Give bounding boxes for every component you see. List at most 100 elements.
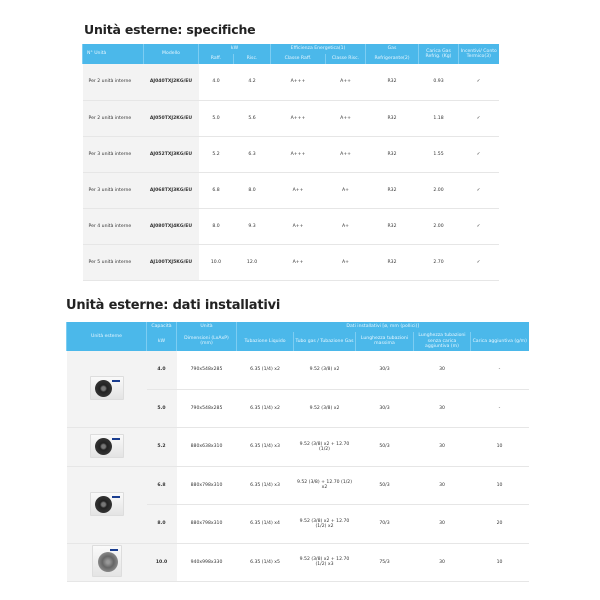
unit-count: Per 3 unità interne	[82, 136, 144, 173]
outdoor-unit-fan-icon	[89, 491, 124, 516]
header-efficiency: Efficienza Energetica(1)	[270, 44, 366, 54]
table-row: 6.8 880x798x310 6.35 (1/4) x3 9.52 (3/8) + …	[66, 466, 529, 544]
additional-charge: 10	[470, 466, 529, 505]
gas-charge: 2.00	[418, 172, 459, 209]
unit-count: Per 2 unità interne	[82, 100, 144, 137]
eff-heat: A+	[325, 244, 366, 281]
kw-heat: 12.0	[233, 244, 271, 281]
eff-cool: A+++	[270, 136, 326, 173]
header-model: Modello	[143, 44, 199, 64]
max-length: 50/3	[355, 427, 414, 467]
header-additional-charge: Carica aggiuntiva (g/m)	[470, 332, 529, 351]
gas-charge: 1.18	[418, 100, 459, 137]
unit-count: Per 4 unità interne	[82, 208, 144, 245]
dimensions: 880x798x310	[176, 504, 237, 544]
header-kw: kW	[197, 44, 271, 54]
kw-heat: 6.3	[233, 136, 271, 173]
table-row: Per 4 unità interne AJ080TXJ4KG/EU 8.0 9.3 A…	[82, 208, 499, 245]
dimensions: 790x548x285	[176, 350, 237, 390]
kw-cool: 5.2	[198, 136, 234, 173]
eff-heat: A++	[325, 136, 366, 173]
incentive-check: ✓	[458, 172, 499, 209]
dimensions: 940x998x330	[176, 543, 237, 582]
capacity: 8.0	[146, 504, 177, 544]
header-outdoor-unit: Unità esterne	[66, 322, 147, 351]
liquid-pipe: 6.35 (1/4) x5	[236, 543, 294, 582]
header-no-charge-length: Lunghezza tubazioni senza carica aggiunt…	[413, 332, 471, 351]
unit-image-cell	[66, 543, 147, 582]
additional-charge: -	[470, 389, 529, 428]
refrigerant: R32	[365, 64, 419, 101]
unit-image-cell	[66, 427, 147, 467]
specs-table: N° Unità Modello kW Efficienza Energetic…	[82, 44, 499, 281]
header-install-data: Dati installativi [ø, mm (pollici)]	[236, 322, 529, 332]
refrigerant: R32	[365, 244, 419, 281]
model: AJ080TXJ4KG/EU	[143, 208, 199, 245]
eff-heat: A++	[325, 100, 366, 137]
install-title: Unità esterne: dati installativi	[66, 298, 281, 313]
dimensions: 790x548x285	[176, 389, 237, 428]
capacity: 4.0	[146, 350, 177, 390]
additional-charge: 20	[470, 504, 529, 544]
table-row: Per 2 unità interne AJ040TXJ2KG/EU 4.0 4.2 A…	[82, 64, 499, 101]
header-size: Unità	[176, 322, 237, 332]
model: AJ052TXJ3KG/EU	[143, 136, 199, 173]
header-capacity: Capacità	[146, 322, 177, 332]
fan-icon	[94, 437, 112, 455]
fan-icon	[94, 379, 112, 397]
install-table: Unità esterne Capacità Unità Dati instal…	[66, 322, 529, 582]
liquid-pipe: 6.35 (1/4) x2	[236, 389, 294, 428]
kw-heat: 8.0	[233, 172, 271, 209]
no-charge-length: 30	[413, 543, 471, 582]
incentive-check: ✓	[458, 208, 499, 245]
header-unit: N° Unità	[82, 44, 144, 64]
gas-charge: 2.70	[418, 244, 459, 281]
header-dimensions: Dimensioni (LxAxP) (mm)	[176, 332, 237, 351]
gas-pipe: 9.52 (3/8) x2 + 12.70 (1/2) x3	[293, 543, 356, 582]
gas-pipe: 9.52 (3/8) x2 + 12.70 (1/2) x2	[293, 504, 356, 544]
model: AJ050TXJ2KG/EU	[143, 100, 199, 137]
kw-heat: 4.2	[233, 64, 271, 101]
no-charge-length: 30	[413, 389, 471, 428]
incentive-check: ✓	[458, 64, 499, 101]
no-charge-length: 30	[413, 504, 471, 544]
brand-logo	[111, 379, 120, 382]
no-charge-length: 30	[413, 350, 471, 390]
table-row: Per 2 unità interne AJ050TXJ2KG/EU 5.0 5.6 A…	[82, 100, 499, 137]
outdoor-unit-fan-icon	[89, 375, 124, 400]
max-length: 30/3	[355, 389, 414, 428]
fan-icon	[94, 495, 112, 513]
eff-cool: A++	[270, 172, 326, 209]
capacity: 5.2	[146, 427, 177, 467]
eff-cool: A++	[270, 244, 326, 281]
header-refrigerant: Refrigerante(2)	[365, 54, 419, 64]
header-liquid-pipe: Tubazione Liquido	[236, 332, 294, 351]
model: AJ068TXJ3KG/EU	[143, 172, 199, 209]
eff-heat: A+	[325, 172, 366, 209]
refrigerant: R32	[365, 136, 419, 173]
additional-charge: -	[470, 350, 529, 390]
dimensions: 880x638x310	[176, 427, 237, 467]
header-kw-heat: Risc.	[232, 54, 271, 64]
refrigerant: R32	[365, 208, 419, 245]
unit-count: Per 3 unità interne	[82, 172, 144, 209]
outdoor-unit-large-fan-icon	[91, 545, 122, 578]
eff-cool: A+++	[270, 100, 326, 137]
header-capacity-unit: kW	[146, 332, 177, 351]
capacity: 10.0	[146, 543, 177, 582]
kw-heat: 9.3	[233, 208, 271, 245]
brand-logo	[111, 437, 120, 440]
unit-image-cell	[66, 466, 147, 544]
eff-heat: A+	[325, 208, 366, 245]
liquid-pipe: 6.35 (1/4) x3	[236, 466, 294, 505]
kw-cool: 4.0	[198, 64, 234, 101]
table-row: Per 3 unità interne AJ068TXJ3KG/EU 6.8 8.0 A…	[82, 172, 499, 209]
eff-cool: A++	[270, 208, 326, 245]
incentive-check: ✓	[458, 100, 499, 137]
capacity: 6.8	[146, 466, 177, 505]
incentive-check: ✓	[458, 244, 499, 281]
brand-logo	[111, 495, 120, 498]
max-length: 75/3	[355, 543, 414, 582]
table-row: 4.0 790x548x285 6.35 (1/4) x2 9.52 (3/8) x2…	[66, 350, 529, 428]
gas-pipe: 9.52 (3/8) x2	[293, 389, 356, 428]
